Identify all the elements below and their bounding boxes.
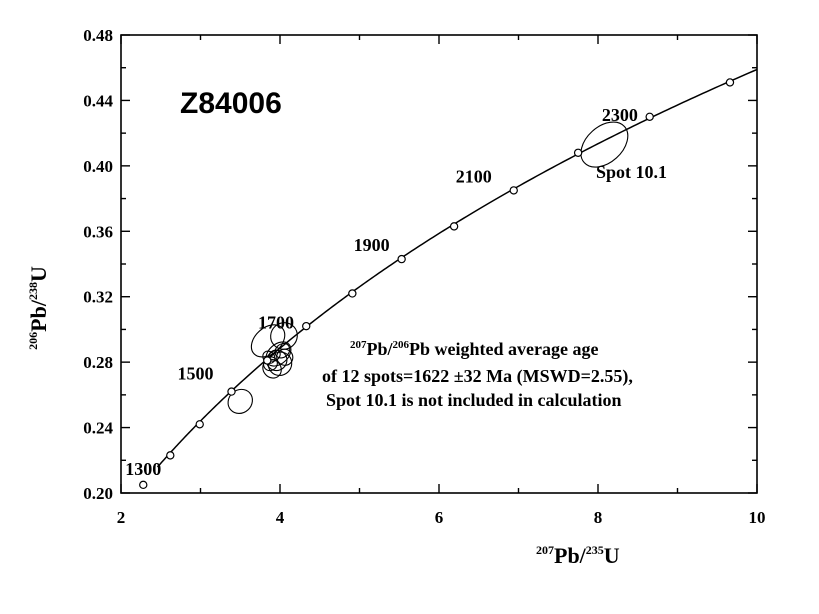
concordia-marker [509,186,518,195]
sample-title: Z84006 [180,87,282,120]
x-tick-label: 2 [117,508,126,527]
y-tick-labels: 0.20 0.24 0.28 0.32 0.36 0.40 0.44 0.48 [83,26,113,503]
concordia-marker [166,451,175,460]
concordia-marker [302,321,311,331]
age-label-2300: 2300 [602,105,638,125]
weighted-average-annotation: 207Pb/206Pb weighted average age of 12 s… [322,339,633,410]
age-label-1300: 1300 [125,459,161,479]
error-ellipse [265,341,292,367]
concordia-marker [195,420,204,429]
age-label-1500: 1500 [178,364,214,384]
y-tick-label: 0.24 [83,419,113,438]
y-axis-sup2: 238 [26,282,40,300]
x-axis-sup1: 207 [536,543,554,557]
concordia-markers [139,78,735,490]
x-tick-label: 10 [749,508,766,527]
concordia-marker [449,222,459,231]
concordia-marker [573,148,583,157]
spot-label: Spot 10.1 [596,162,667,182]
y-tick-label: 0.44 [83,91,113,110]
annotation-line-3: Spot 10.1 is not included in calculation [326,390,622,410]
y-tick-label: 0.28 [83,353,113,372]
concordia-marker [139,480,148,490]
concordia-curve [156,68,758,468]
annotation-sup1: 207 [350,339,367,351]
y-axis-main2: U [26,266,51,282]
axis-ticks [120,34,758,494]
age-label-1700: 1700 [258,313,294,333]
y-axis-title: 206Pb/238U [26,266,51,350]
y-tick-label: 0.48 [83,26,113,45]
x-axis-main1: Pb/ [554,543,587,568]
y-tick-label: 0.40 [83,157,113,176]
y-tick-label: 0.32 [83,288,113,307]
age-label-2100: 2100 [456,166,492,186]
annotation-pb: Pb/ [367,339,394,359]
concordia-marker [645,112,654,121]
error-ellipse [580,121,629,168]
concordia-marker [725,78,735,87]
x-axis-sup2: 235 [586,543,604,557]
x-axis-title: 207Pb/235U [536,543,620,568]
concordia-marker [263,356,272,365]
x-tick-label: 6 [435,508,444,527]
concordia-marker [397,254,406,264]
x-tick-labels: 2 4 6 8 10 [117,508,766,527]
annotation-line-2: of 12 spots=1622 ±32 Ma (MSWD=2.55), [322,366,633,387]
y-axis-sup1: 206 [26,332,40,350]
concordia-marker [227,387,236,396]
x-axis-main2: U [604,543,620,568]
y-tick-label: 0.36 [83,222,113,241]
annotation-sup2: 206 [393,339,410,351]
y-tick-label: 0.20 [83,484,113,503]
error-ellipse [262,358,282,379]
y-axis-main1: Pb/ [26,299,51,332]
error-ellipse [276,348,294,366]
age-labels: 1300 1500 1700 1900 2100 2300 [125,105,638,479]
x-tick-label: 4 [276,508,285,527]
annotation-line-1: 207Pb/206Pb weighted average age [350,339,598,359]
x-tick-label: 8 [594,508,603,527]
error-ellipse [267,351,293,376]
age-label-1900: 1900 [354,235,390,255]
concordia-marker [348,289,357,298]
annotation-rest: Pb weighted average age [409,339,598,359]
